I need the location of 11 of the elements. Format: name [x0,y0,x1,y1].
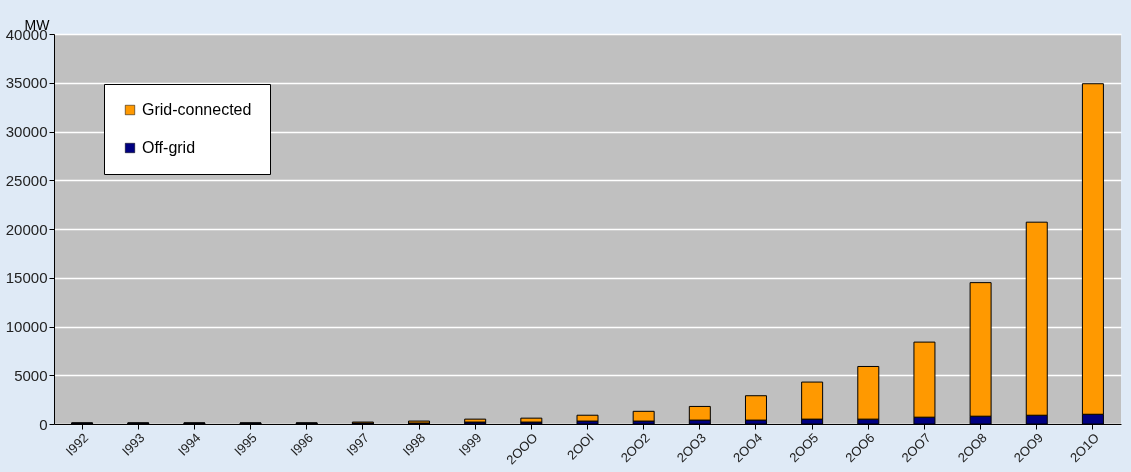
y-tick-label: 30000 [5,123,48,140]
y-tick-label: 0 [39,415,48,433]
y-tick-label: 5000 [14,366,48,384]
x-tick-label: I999 [455,430,485,459]
legend-label: Off-grid [142,139,196,156]
legend-label: Grid-connected [142,101,252,118]
y-tick-label: 20000 [5,220,48,238]
y-tick-label: 25000 [5,171,48,189]
y-tick-label: 10000 [5,318,48,335]
y-tick-label: 15000 [5,269,48,287]
y-tick-label: 35000 [5,74,48,92]
